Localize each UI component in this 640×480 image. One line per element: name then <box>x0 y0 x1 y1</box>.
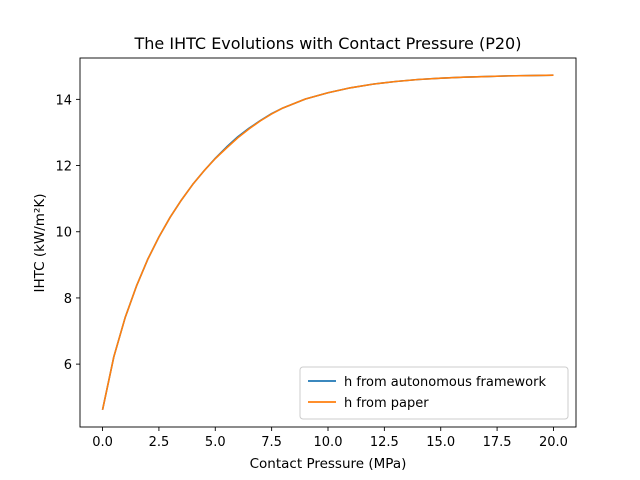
y-tick-label: 12 <box>55 160 72 175</box>
legend-label-2: h from paper <box>344 396 429 411</box>
y-tick-label: 14 <box>55 93 72 108</box>
x-tick-label: 10.0 <box>314 435 343 450</box>
x-tick-label: 15.0 <box>426 435 455 450</box>
x-tick-label: 5.0 <box>205 435 226 450</box>
y-tick-label: 10 <box>55 226 72 241</box>
x-tick-label: 12.5 <box>370 435 399 450</box>
x-tick-label: 0.0 <box>92 435 113 450</box>
y-tick-label: 6 <box>64 358 72 373</box>
y-axis-label: IHTC (kW/m²K) <box>32 194 48 293</box>
legend-label-1: h from autonomous framework <box>344 375 546 390</box>
x-tick-label: 20.0 <box>539 435 568 450</box>
x-axis-label: Contact Pressure (MPa) <box>250 456 407 472</box>
series-line-2 <box>101 74 554 410</box>
chart-title: The IHTC Evolutions with Contact Pressur… <box>134 34 522 53</box>
plot-area: 0.0 2.5 5.0 7.5 10.0 12.5 15.0 17.5 20.0 6 8 10 12 14 <box>55 57 577 450</box>
x-tick-label: 7.5 <box>261 435 282 450</box>
legend: h from autonomous framework h from paper <box>299 366 569 420</box>
x-tick-label: 17.5 <box>483 435 512 450</box>
x-tick-label: 2.5 <box>149 435 170 450</box>
legend-box <box>299 366 569 420</box>
y-tick-label: 8 <box>64 292 72 307</box>
